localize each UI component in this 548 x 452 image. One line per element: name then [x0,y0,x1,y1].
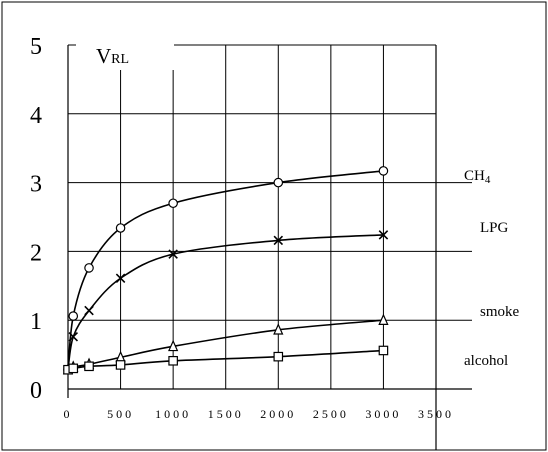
series [62,166,389,375]
y-tick-label-1: 1 [30,309,42,335]
data-point-CH4-5 [273,177,284,188]
data-point-LPG-2 [84,305,94,316]
x-tick-label-500: 500 [107,407,134,421]
data-point-CH4-4 [168,198,178,209]
series-label-smoke: smoke [480,304,520,320]
y-tick-label-2: 2 [30,240,42,266]
y-tick-label-0: 0 [30,378,42,404]
x-tick-label-0: 0 [64,407,73,421]
data-point-CH4-6 [378,166,389,176]
data-point-smoke-4 [168,339,179,352]
data-point-alcohol-5 [273,351,284,362]
data-point-LPG-3 [115,273,126,283]
data-point-LPG-5 [273,235,284,246]
data-point-alcohol-1 [68,363,79,374]
data-point-smoke-5 [273,323,284,335]
ylabel-backdrop [76,36,174,70]
data-point-LPG-4 [168,249,178,259]
y-tick-label-3: 3 [30,172,42,198]
data-point-alcohol-3 [115,360,126,370]
data-point-CH4-1 [68,311,79,321]
x-tick-label-1000: 1000 [155,407,191,421]
series-label-LPG: LPG [480,220,509,236]
y-tick-labels: 0 1 2 3 4 5 [30,34,42,404]
data-point-LPG-1 [68,331,79,342]
data-point-alcohol-2 [84,361,94,372]
axes [67,45,472,450]
grid [68,44,472,389]
x-tick-label-3000: 3000 [365,407,401,421]
x-tick-label-2000: 2000 [260,407,296,421]
y-axis-label: VRL [96,44,129,68]
data-point-LPG-6 [378,230,389,240]
series-label-CH4: CH4 [464,168,491,186]
data-point-smoke-6 [378,313,389,325]
x-tick-label-3500: 3500 [418,407,454,421]
x-tick-label-2500: 2500 [313,407,349,421]
y-tick-label-4: 4 [30,103,42,129]
x-tick-labels: 0 500 1000 1500 2000 2500 3000 3500 [64,407,454,421]
data-point-CH4-3 [115,223,126,233]
series-label-alcohol: alcohol [464,353,508,369]
series-alcohol [63,345,389,375]
series-labels: CH4 LPG smoke alcohol [464,168,520,369]
y-tick-label-5: 5 [30,34,42,60]
x-tick-label-1500: 1500 [208,407,244,421]
data-point-CH4-2 [84,263,94,273]
data-point-alcohol-6 [378,345,389,356]
data-point-alcohol-4 [168,355,178,366]
